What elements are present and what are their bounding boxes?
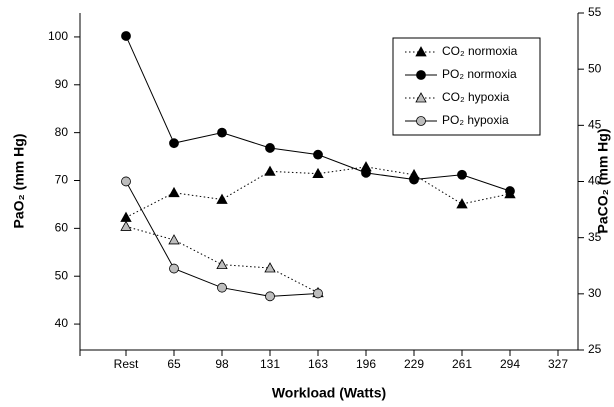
marker xyxy=(312,167,324,179)
marker xyxy=(265,143,275,153)
x-tick-label: 327 xyxy=(548,357,568,371)
y2-axis-title: PaCO₂ (mm Hg) xyxy=(595,128,611,233)
legend-marker xyxy=(415,92,427,103)
legend-marker xyxy=(415,46,427,57)
series-line xyxy=(125,225,319,294)
y-tick-label: 80 xyxy=(55,125,69,139)
y2-tick-label: 55 xyxy=(588,5,602,19)
marker xyxy=(216,258,228,270)
legend-label: CO₂ normoxia xyxy=(442,44,518,58)
marker xyxy=(169,138,179,149)
x-tick-label: 163 xyxy=(308,357,328,371)
y2-tick-label: 25 xyxy=(588,342,602,356)
marker xyxy=(457,169,467,180)
legend-label: CO₂ hypoxia xyxy=(442,90,510,104)
marker xyxy=(121,31,131,41)
y2-tick-label: 45 xyxy=(588,118,602,132)
marker xyxy=(121,176,131,187)
marker xyxy=(168,186,180,198)
marker xyxy=(217,127,227,138)
y2-tick-label: 30 xyxy=(588,286,602,300)
y-axis-title: PaO₂ (mm Hg) xyxy=(11,134,27,229)
marker xyxy=(409,174,419,185)
y2-tick-label: 50 xyxy=(588,61,602,75)
marker xyxy=(361,167,371,178)
series-line xyxy=(125,166,511,218)
y-tick-label: 90 xyxy=(55,77,69,91)
marker xyxy=(505,186,515,196)
x-tick-label: 98 xyxy=(215,357,229,371)
marker xyxy=(169,263,179,274)
legend-marker xyxy=(416,116,426,126)
y2-tick-label: 35 xyxy=(588,230,602,244)
x-tick-label: 131 xyxy=(260,357,280,371)
y-tick-label: 100 xyxy=(48,29,68,43)
y-tick-label: 70 xyxy=(55,173,69,187)
marker xyxy=(313,149,323,160)
y2-tick-label: 40 xyxy=(588,174,602,188)
marker xyxy=(120,220,132,231)
x-tick-label: 229 xyxy=(404,357,424,371)
y-tick-label: 40 xyxy=(55,316,69,330)
marker xyxy=(217,282,227,293)
legend-label: PO₂ normoxia xyxy=(442,67,517,81)
marker xyxy=(313,288,323,299)
marker xyxy=(456,198,468,209)
marker xyxy=(216,193,228,204)
x-axis-title: Workload (Watts) xyxy=(272,385,386,401)
marker xyxy=(264,262,276,273)
marker xyxy=(168,234,180,245)
y-tick-label: 50 xyxy=(55,268,69,282)
x-tick-label: 65 xyxy=(167,357,181,371)
y-tick-label: 60 xyxy=(55,221,69,235)
x-tick-label: Rest xyxy=(114,357,139,371)
x-tick-label: 196 xyxy=(356,357,376,371)
marker xyxy=(120,211,132,222)
x-tick-label: 294 xyxy=(500,357,520,371)
legend: CO₂ normoxia PO₂ normoxia CO₂ hypoxia PO₂ h… xyxy=(392,37,541,136)
legend-marker xyxy=(416,70,426,80)
marker xyxy=(265,291,275,302)
legend-label: PO₂ hypoxia xyxy=(442,113,509,127)
x-tick-label: 261 xyxy=(452,357,472,371)
marker xyxy=(264,165,276,176)
